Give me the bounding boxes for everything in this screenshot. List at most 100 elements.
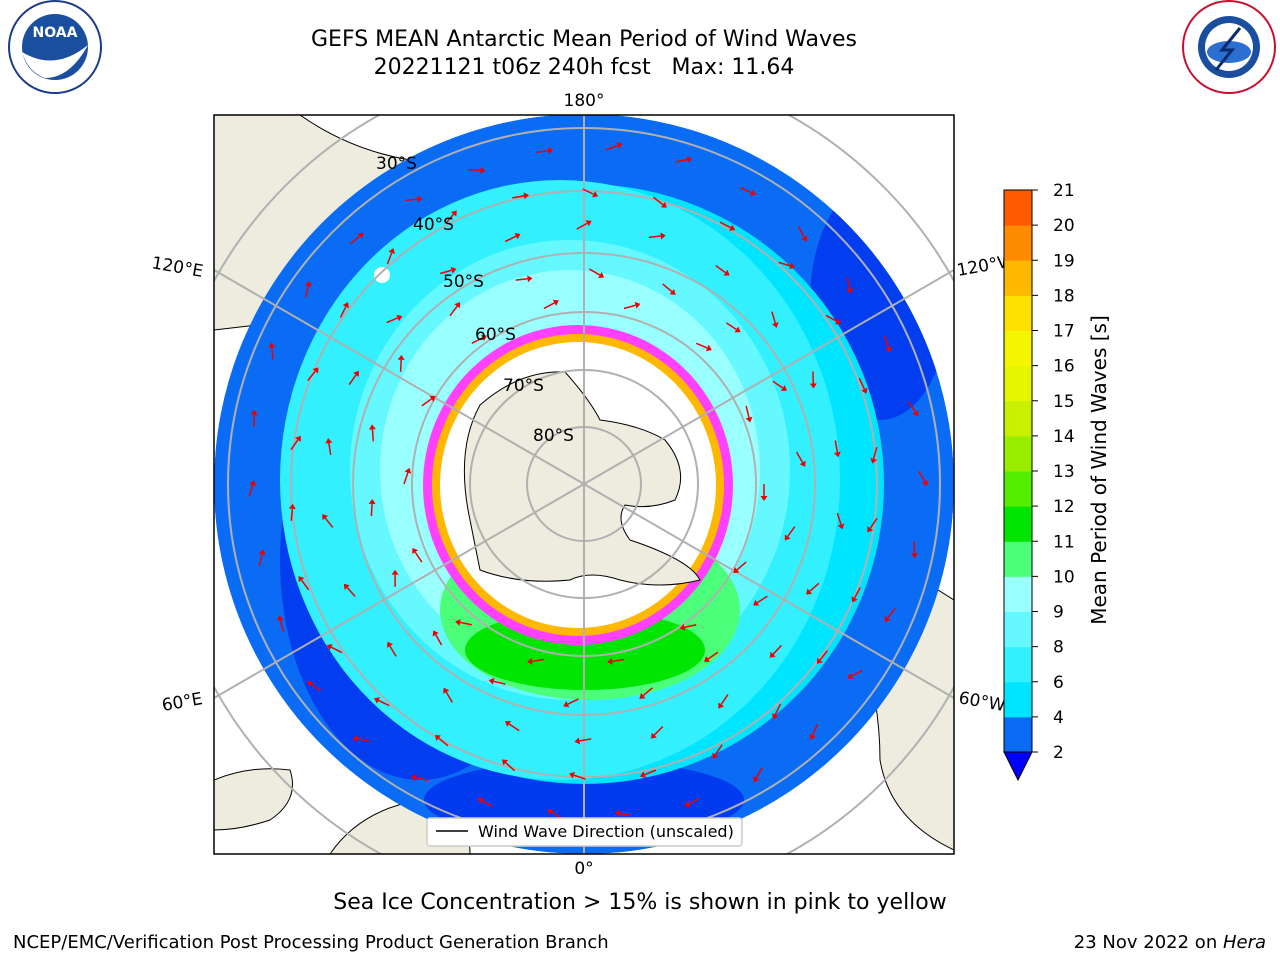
wave-direction-arrowhead: [480, 166, 486, 174]
wave-direction-arrowhead: [639, 692, 646, 699]
wave-direction-arrow: [715, 265, 726, 274]
wave-direction-arrowhead: [660, 201, 667, 208]
wave-direction-arrow: [653, 726, 664, 736]
wave-direction-arrow: [719, 221, 732, 229]
lat-label-70s: 70°S: [503, 376, 544, 396]
wave-direction-arrow: [305, 285, 310, 298]
wave-direction-arrow: [435, 634, 443, 646]
wave-direction-arrow: [346, 587, 356, 597]
colorbar-segment: [1004, 225, 1032, 261]
wave-direction-arrowhead: [368, 424, 376, 430]
colorbar-segment: [1004, 260, 1032, 296]
wave-direction-arrow: [350, 235, 361, 245]
wave-direction-arrow: [421, 398, 432, 407]
wave-direction-arrowhead: [809, 383, 817, 389]
wave-direction-arrowhead: [397, 354, 405, 360]
wave-direction-arrowhead: [410, 774, 417, 782]
wave-direction-arrow: [774, 703, 782, 716]
wave-direction-arrow: [652, 196, 664, 206]
wave-direction-arrowhead: [921, 479, 928, 487]
wave-direction-arrowhead: [504, 721, 512, 727]
wave-direction-arrowhead: [799, 460, 806, 467]
colorbar-tick-label: 6: [1053, 673, 1064, 693]
colorbar-tick-label: 11: [1053, 532, 1075, 552]
wave-direction-arrowhead: [734, 326, 741, 333]
wave-direction-arrow: [642, 687, 653, 697]
wave-direction-arrowhead: [598, 272, 605, 279]
noaa-logo-text: NOAA: [33, 25, 78, 41]
wave-direction-arrow: [771, 311, 777, 324]
wave-direction-arrow: [606, 144, 618, 151]
wave-direction-arrow: [755, 767, 763, 779]
wave-direction-arrow: [300, 579, 310, 591]
wave-direction-arrowhead: [563, 701, 570, 708]
colorbar-underflow-arrow: [1003, 751, 1033, 782]
wave-direction-arrowhead: [847, 672, 854, 680]
colorbar-tick-label: 8: [1053, 638, 1064, 658]
wave-direction-arrowhead: [343, 583, 350, 590]
wave-direction-arrow: [399, 359, 402, 372]
colorbar-tick-label: 14: [1053, 427, 1075, 447]
colorbar-segment: [1004, 716, 1032, 753]
wave-direction-arrowhead: [357, 232, 364, 239]
wave-direction-arrowhead: [679, 623, 686, 631]
wave-direction-arrowhead: [723, 269, 730, 276]
wave-direction-arrowhead: [268, 342, 276, 348]
wave-direction-arrowhead: [250, 409, 258, 415]
wave-direction-arrowhead: [527, 657, 533, 665]
wave-direction-arrow: [471, 337, 483, 344]
wave-direction-arrow: [290, 508, 294, 521]
wave-direction-arrow: [536, 149, 549, 154]
wave-direction-arrowhead: [258, 549, 266, 556]
legend-label: Wind Wave Direction (unscaled): [478, 822, 734, 841]
wave-direction-arrow: [740, 187, 752, 194]
wave-direction-arrow: [582, 188, 594, 195]
wave-direction-arrow: [778, 261, 791, 267]
wave-direction-arrow: [725, 322, 737, 331]
footer-date-text: 23 Nov 2022 on: [1073, 932, 1223, 953]
wave-direction-arrow: [348, 374, 357, 386]
map-legend: Wind Wave Direction (unscaled): [426, 817, 743, 847]
wave-direction-arrowhead: [368, 498, 376, 505]
lat-label-80s: 80°S: [533, 426, 574, 446]
lon-label-180: 180°: [564, 91, 605, 111]
wave-direction-arrow: [648, 235, 661, 239]
wave-direction-arrow: [795, 451, 804, 463]
wave-direction-arrowhead: [480, 334, 487, 341]
wave-direction-arrow: [745, 405, 750, 418]
wave-direction-arrowhead: [386, 641, 393, 648]
wave-direction-arrowhead: [669, 288, 676, 295]
colorbar-segment: [1004, 506, 1032, 542]
wave-direction-arrow: [481, 800, 493, 807]
wave-direction-arrow: [811, 724, 819, 736]
wave-direction-arrowhead: [585, 220, 592, 227]
wave-direction-arrowhead: [277, 615, 284, 621]
wave-direction-arrowhead: [809, 733, 816, 740]
wave-direction-arrowhead: [514, 233, 521, 240]
wave-direction-arrowhead: [816, 657, 823, 664]
wave-direction-arrow: [403, 472, 409, 485]
wave-direction-arrowhead: [846, 288, 854, 294]
wave-direction-arrowhead: [614, 809, 621, 817]
wave-direction-arrowhead: [712, 752, 719, 759]
colorbar-tick-label: 9: [1053, 603, 1064, 623]
wave-direction-arrow: [772, 380, 784, 389]
wave-direction-arrow: [858, 377, 866, 390]
wave-direction-arrow: [872, 447, 878, 460]
wave-direction-arrowhead: [789, 262, 795, 270]
wave-direction-arrowhead: [745, 416, 753, 423]
map-title: GEFS MEAN Antarctic Mean Period of Wind …: [311, 27, 857, 52]
wave-direction-arrow: [834, 440, 839, 453]
nws-logo: [1182, 0, 1276, 94]
footer-branch: NCEP/EMC/Verification Post Processing Pr…: [13, 932, 609, 953]
wave-direction-arrowhead: [650, 732, 657, 739]
wave-direction-arrowhead: [616, 142, 623, 149]
wave-direction-arrowhead: [249, 480, 256, 487]
wave-direction-arrowhead: [342, 302, 349, 309]
wave-direction-arrow: [405, 198, 418, 202]
wave-direction-arrowhead: [749, 189, 756, 196]
wave-direction-arrow: [684, 623, 697, 629]
wave-direction-arrowhead: [834, 318, 841, 325]
wave-direction-arrowhead: [870, 457, 878, 464]
